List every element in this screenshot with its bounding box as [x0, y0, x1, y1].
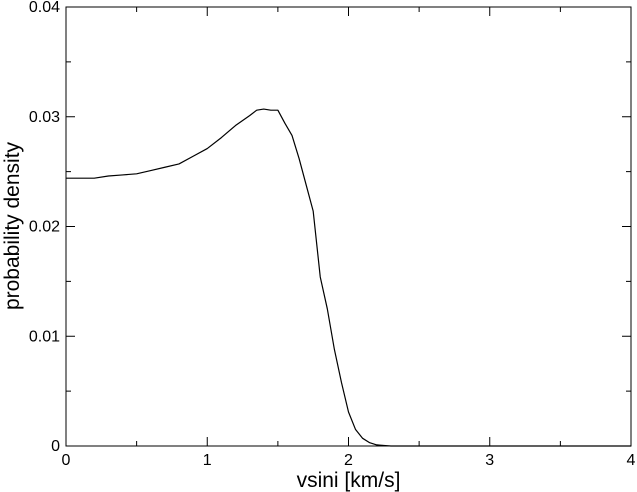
y-tick-label: 0.03 [29, 109, 60, 126]
x-tick-label: 1 [203, 452, 212, 469]
y-axis-title: probability density [1, 141, 24, 310]
x-axis-title: vsini [km/s] [297, 469, 401, 492]
y-tick-label: 0.04 [29, 0, 60, 16]
x-tick-label: 3 [485, 452, 494, 469]
y-tick-label: 0.01 [29, 328, 60, 345]
y-tick-label: 0 [51, 438, 60, 455]
plot-frame [65, 6, 632, 447]
series-line-0 [66, 108, 631, 447]
x-tick-label: 2 [344, 452, 353, 469]
x-tick-label: 4 [627, 452, 636, 469]
y-axis: 0 0.01 0.02 0.03 0.04 [29, 0, 631, 455]
series-layer [65, 108, 632, 447]
x-axis: 0 1 2 3 4 [62, 7, 636, 469]
x-tick-label: 0 [62, 452, 71, 469]
y-tick-label: 0.02 [29, 219, 60, 236]
